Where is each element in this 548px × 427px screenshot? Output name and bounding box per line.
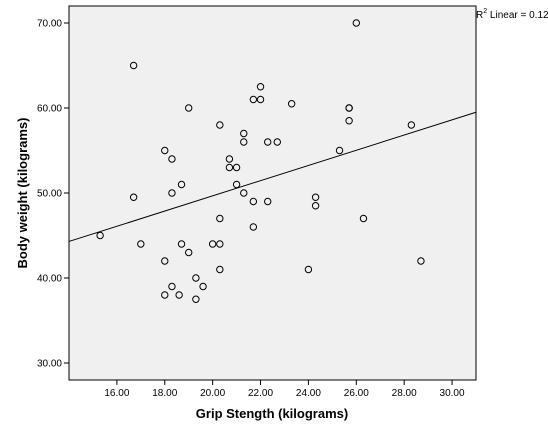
data-point-13 bbox=[185, 104, 193, 112]
plot-area bbox=[68, 5, 477, 381]
fit-line bbox=[68, 111, 477, 242]
r2-label-sup: 2 bbox=[483, 8, 487, 15]
data-point-33 bbox=[256, 83, 265, 91]
data-point-2 bbox=[129, 193, 138, 201]
data-point-40 bbox=[311, 193, 320, 201]
x-tick-label-7: 30.00 bbox=[440, 388, 465, 399]
y-axis-title: Body weight (kilograms) bbox=[15, 118, 30, 269]
data-point-44 bbox=[345, 104, 353, 112]
r2-label-suffix: Linear = 0.12 bbox=[487, 10, 548, 21]
data-point-18 bbox=[208, 240, 217, 248]
data-point-20 bbox=[216, 214, 224, 223]
data-point-39 bbox=[304, 265, 313, 274]
data-points bbox=[96, 19, 425, 303]
data-point-9 bbox=[168, 282, 176, 291]
data-point-15 bbox=[192, 274, 200, 282]
data-point-0 bbox=[96, 231, 104, 240]
data-point-26 bbox=[232, 180, 241, 189]
data-point-38 bbox=[287, 100, 296, 108]
data-point-28 bbox=[240, 138, 248, 146]
data-point-23 bbox=[225, 155, 234, 163]
data-point-5 bbox=[161, 257, 169, 265]
x-tick-label-6: 28.00 bbox=[392, 388, 417, 399]
data-point-3 bbox=[137, 240, 145, 248]
data-point-31 bbox=[249, 197, 258, 206]
r2-label: R2 Linear = 0.12 bbox=[476, 8, 548, 21]
y-tick-label-1: 40.00 bbox=[37, 274, 62, 285]
x-tick-label-5: 26.00 bbox=[344, 388, 369, 399]
y-tick-label-0: 30.00 bbox=[37, 359, 62, 370]
y-axis: 30.00 40.00 50.00 60.00 70.00 bbox=[37, 19, 69, 370]
data-point-14 bbox=[185, 248, 193, 257]
data-point-29 bbox=[240, 189, 248, 197]
data-point-42 bbox=[335, 146, 344, 155]
data-point-21 bbox=[216, 240, 224, 248]
data-point-8 bbox=[168, 189, 176, 197]
data-point-27 bbox=[240, 129, 248, 138]
y-tick-label-3: 60.00 bbox=[37, 104, 62, 115]
data-point-37 bbox=[273, 138, 281, 146]
data-point-24 bbox=[225, 163, 234, 172]
data-point-46 bbox=[352, 19, 360, 27]
data-point-25 bbox=[232, 163, 241, 172]
data-point-12 bbox=[177, 240, 186, 248]
data-point-10 bbox=[175, 291, 183, 299]
data-point-41 bbox=[311, 202, 320, 210]
data-point-30 bbox=[249, 95, 258, 104]
data-point-35 bbox=[264, 138, 272, 146]
data-point-16 bbox=[192, 295, 200, 303]
data-point-19 bbox=[216, 121, 224, 129]
data-point-22 bbox=[216, 265, 224, 274]
data-point-32 bbox=[249, 223, 258, 231]
x-tick-label-0: 16.00 bbox=[104, 388, 129, 399]
x-axis-title: Grip Stength (kilograms) bbox=[196, 406, 348, 421]
r2-label-prefix: R bbox=[476, 10, 483, 21]
data-point-36 bbox=[264, 197, 272, 206]
data-point-4 bbox=[161, 146, 169, 155]
data-point-48 bbox=[407, 121, 416, 129]
x-tick-label-4: 24.00 bbox=[296, 388, 321, 399]
data-point-7 bbox=[168, 155, 176, 163]
data-point-47 bbox=[359, 214, 368, 223]
data-point-1 bbox=[129, 61, 138, 70]
data-point-6 bbox=[161, 291, 169, 299]
x-axis: 16.00 18.00 20.00 22.00 24.00 26.00 28.00 30.00 bbox=[104, 380, 465, 399]
data-point-34 bbox=[256, 95, 265, 104]
x-tick-label-1: 18.00 bbox=[152, 388, 177, 399]
x-tick-label-3: 22.00 bbox=[248, 388, 273, 399]
y-tick-label-4: 70.00 bbox=[37, 19, 62, 30]
y-tick-label-2: 50.00 bbox=[37, 189, 62, 200]
x-tick-label-2: 20.00 bbox=[200, 388, 225, 399]
data-point-49 bbox=[417, 257, 425, 265]
data-point-11 bbox=[177, 180, 186, 189]
data-point-17 bbox=[199, 282, 207, 291]
data-point-45 bbox=[345, 117, 353, 125]
